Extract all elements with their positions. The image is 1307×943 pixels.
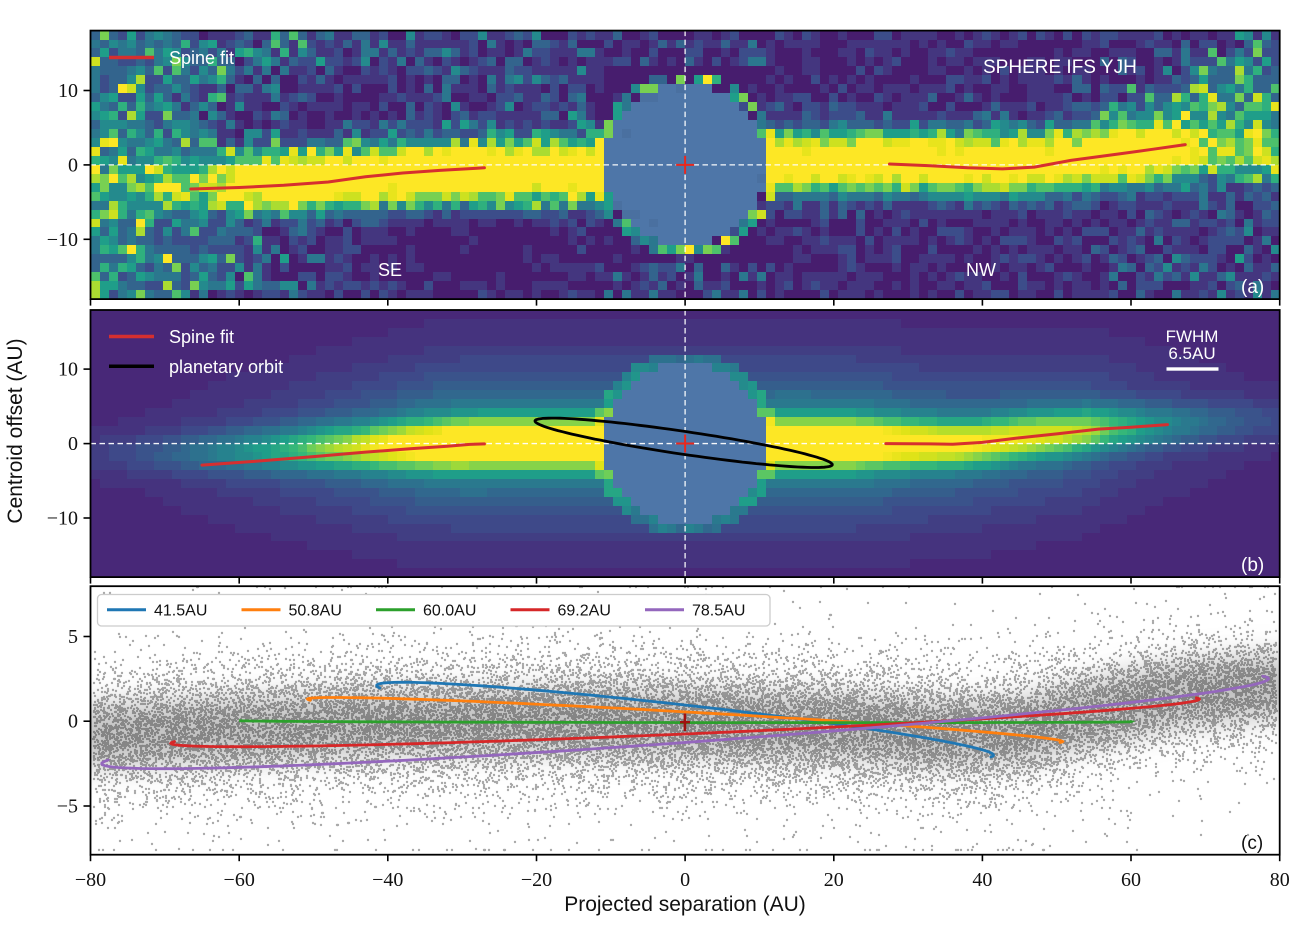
svg-text:−20: −20 bbox=[521, 869, 552, 891]
svg-text:−10: −10 bbox=[47, 229, 78, 251]
svg-text:80: 80 bbox=[1270, 869, 1290, 891]
svg-text:41.5AU: 41.5AU bbox=[154, 603, 207, 620]
svg-text:−10: −10 bbox=[47, 508, 78, 530]
svg-text:−80: −80 bbox=[75, 869, 106, 891]
svg-text:FWHM: FWHM bbox=[1166, 327, 1219, 346]
svg-text:20: 20 bbox=[824, 869, 844, 891]
svg-text:10: 10 bbox=[58, 80, 78, 102]
svg-text:−60: −60 bbox=[224, 869, 255, 891]
svg-text:50.8AU: 50.8AU bbox=[289, 603, 342, 620]
svg-text:(b): (b) bbox=[1241, 555, 1264, 576]
svg-text:planetary orbit: planetary orbit bbox=[169, 357, 283, 377]
svg-text:−40: −40 bbox=[372, 869, 403, 891]
svg-text:10: 10 bbox=[58, 359, 78, 381]
svg-text:5: 5 bbox=[68, 626, 78, 648]
svg-text:60.0AU: 60.0AU bbox=[423, 603, 476, 620]
svg-text:SPHERE IFS YJH: SPHERE IFS YJH bbox=[983, 57, 1137, 78]
svg-text:0: 0 bbox=[68, 711, 78, 733]
svg-text:40: 40 bbox=[972, 869, 992, 891]
svg-text:78.5AU: 78.5AU bbox=[692, 603, 745, 620]
svg-text:0: 0 bbox=[68, 154, 78, 176]
svg-text:(a): (a) bbox=[1241, 277, 1264, 298]
svg-text:0: 0 bbox=[680, 869, 690, 891]
svg-text:−5: −5 bbox=[57, 796, 78, 818]
svg-text:69.2AU: 69.2AU bbox=[558, 603, 611, 620]
svg-text:NW: NW bbox=[966, 260, 996, 280]
svg-text:SE: SE bbox=[378, 260, 402, 280]
svg-text:(c): (c) bbox=[1241, 833, 1263, 854]
svg-text:Projected separation (AU): Projected separation (AU) bbox=[564, 893, 806, 916]
svg-text:Centroid offset (AU): Centroid offset (AU) bbox=[4, 338, 27, 523]
svg-text:60: 60 bbox=[1121, 869, 1141, 891]
svg-text:0: 0 bbox=[68, 433, 78, 455]
svg-text:Spine fit: Spine fit bbox=[169, 327, 234, 347]
svg-text:Spine fit: Spine fit bbox=[169, 48, 234, 68]
svg-text:6.5AU: 6.5AU bbox=[1168, 344, 1215, 363]
